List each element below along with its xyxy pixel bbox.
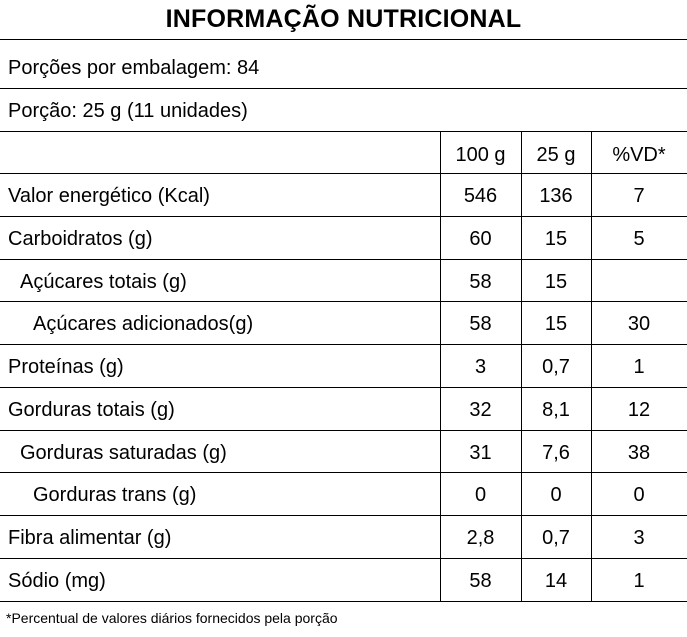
divider [0, 557, 687, 559]
divider [0, 386, 687, 388]
table-row: Sódio (mg) 58 14 1 [0, 560, 687, 602]
column-header-vd: %VD* [612, 144, 666, 166]
value-per-100g: 58 [469, 270, 492, 293]
value-daily-percent: 1 [633, 569, 645, 592]
portion-size: Porção: 25 g (11 unidades) [8, 100, 248, 122]
value-per-100g: 60 [469, 227, 492, 250]
divider [0, 258, 687, 260]
divider [0, 215, 687, 217]
column-divider [440, 131, 441, 601]
divider [0, 173, 687, 174]
value-per-25g: 14 [544, 569, 568, 592]
divider [0, 601, 687, 602]
value-per-100g: 546 [463, 185, 498, 207]
value-per-25g: 7,6 [542, 441, 570, 464]
nutrient-label: Sódio (mg) [8, 569, 106, 592]
value-per-25g: 0 [550, 484, 562, 507]
value-daily-percent: 1 [633, 356, 645, 378]
value-per-100g: 31 [469, 441, 492, 464]
column-header-row: 100 g 25 g %VD* [0, 134, 687, 176]
portions-per-package: Porções por embalagem: 84 [8, 57, 260, 79]
divider [0, 301, 687, 303]
nutrient-label: Gorduras saturadas (g) [20, 441, 227, 464]
table-row: Açúcares adicionados(g) 58 15 30 [0, 303, 687, 345]
value-per-25g: 0,7 [542, 527, 570, 549]
divider [0, 515, 687, 516]
table-row: Proteínas (g) 3 0,7 1 [0, 346, 687, 388]
value-per-100g: 58 [469, 313, 492, 336]
divider [0, 429, 687, 431]
nutrient-label: Açúcares totais (g) [20, 270, 187, 293]
value-daily-percent: 38 [627, 441, 651, 464]
value-per-100g: 2,8 [466, 527, 495, 549]
value-per-25g: 8,1 [542, 398, 570, 421]
footnote: *Percentual de valores diários fornecido… [6, 610, 338, 626]
nutrient-label: Valor energético (Kcal) [8, 185, 210, 207]
divider [0, 472, 687, 474]
value-per-100g: 3 [474, 356, 487, 378]
value-daily-percent: 5 [633, 227, 645, 250]
nutrient-label: Gorduras trans (g) [33, 484, 197, 507]
value-per-25g: 15 [544, 227, 568, 250]
divider [0, 39, 687, 40]
table-row: Valor energético (Kcal) 546 136 7 [0, 175, 687, 217]
value-daily-percent: 3 [633, 527, 645, 549]
value-per-100g: 32 [469, 398, 492, 421]
table-row: Gorduras totais (g) 32 8,1 12 [0, 389, 687, 431]
column-divider [521, 131, 522, 601]
nutrient-label: Fibra alimentar (g) [8, 527, 172, 549]
value-per-25g: 15 [544, 313, 568, 336]
value-per-100g: 0 [474, 484, 487, 507]
nutrient-label: Proteínas (g) [8, 356, 124, 378]
value-per-100g: 58 [469, 569, 492, 592]
divider [0, 88, 687, 89]
table-row: Gorduras trans (g) 0 0 0 [0, 474, 687, 516]
table-row: Gorduras saturadas (g) 31 7,6 38 [0, 432, 687, 474]
value-daily-percent: 30 [627, 313, 651, 336]
table-row: Açúcares totais (g) 58 15 [0, 261, 687, 303]
column-divider [591, 131, 592, 601]
value-per-25g: 0,7 [542, 356, 570, 378]
column-header-100g: 100 g [455, 144, 506, 166]
value-daily-percent: 0 [633, 484, 645, 507]
table-row: Carboidratos (g) 60 15 5 [0, 218, 687, 260]
nutrient-label: Açúcares adicionados(g) [33, 313, 254, 336]
table-row: Fibra alimentar (g) 2,8 0,7 3 [0, 517, 687, 559]
column-header-25g: 25 g [536, 144, 576, 166]
value-daily-percent: 12 [627, 398, 651, 421]
value-daily-percent: 7 [633, 185, 645, 207]
divider [0, 131, 687, 132]
value-per-25g: 136 [539, 185, 573, 207]
table-title: INFORMAÇÃO NUTRICIONAL [165, 5, 522, 33]
nutrient-label: Gorduras totais (g) [8, 398, 175, 421]
value-per-25g: 15 [544, 270, 568, 293]
nutrient-label: Carboidratos (g) [8, 227, 153, 250]
divider [0, 344, 687, 345]
